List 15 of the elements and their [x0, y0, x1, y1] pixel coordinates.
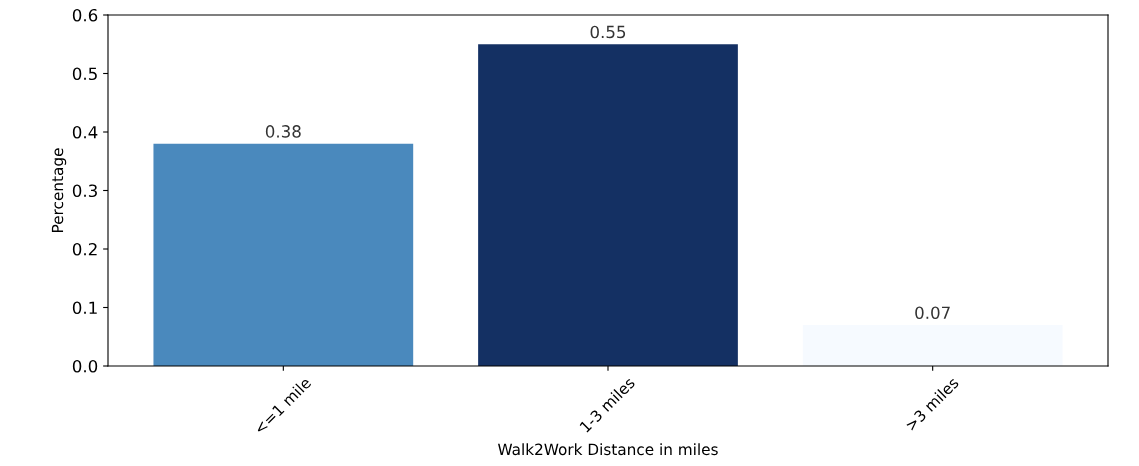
y-tick-label: 0.0 — [72, 359, 98, 373]
y-axis-title: Percentage — [51, 148, 67, 232]
bar — [153, 143, 414, 366]
y-tick-label: 0.6 — [72, 8, 98, 22]
y-tick-label: 0.5 — [72, 67, 97, 81]
y-tick-label: 0.4 — [72, 125, 98, 139]
data-label: 0.38 — [265, 125, 301, 138]
y-tick-label: 0.2 — [72, 242, 97, 256]
bar — [478, 44, 738, 366]
y-tick-label: 0.3 — [72, 184, 97, 198]
data-label: 0.07 — [915, 306, 950, 320]
bar — [802, 325, 1063, 366]
y-tick-label: 0.1 — [72, 301, 97, 315]
data-label: 0.55 — [590, 25, 626, 39]
x-axis-title: Walk2Work Distance in miles — [498, 443, 718, 456]
